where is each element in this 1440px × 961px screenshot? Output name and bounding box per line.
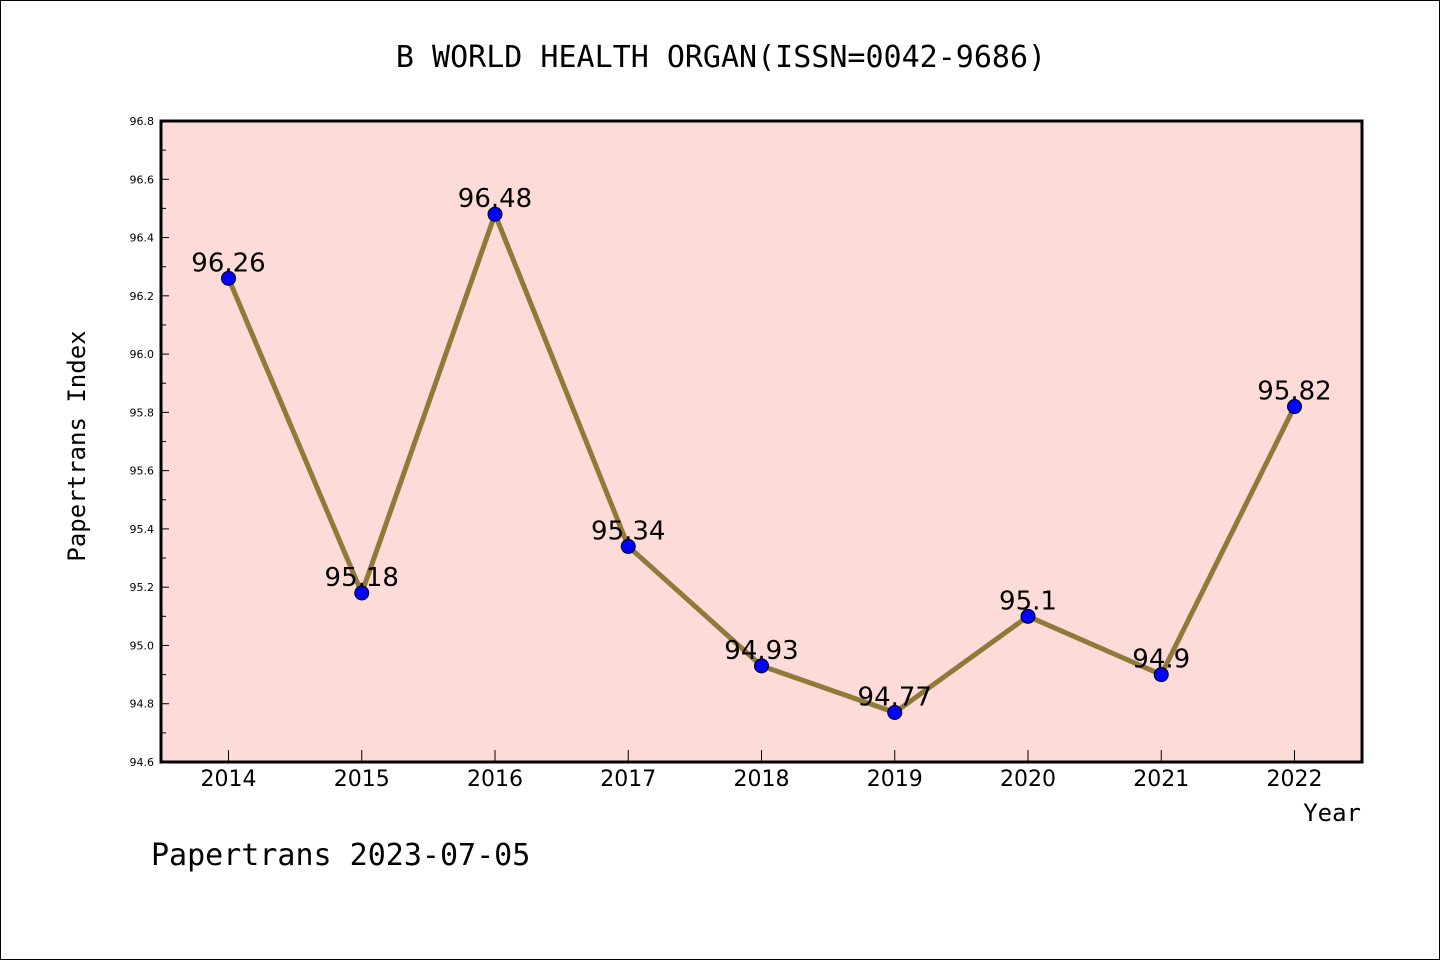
plot-area	[159, 119, 1364, 764]
data-point	[221, 270, 236, 286]
y-tick-label: 95.8	[130, 406, 155, 419]
x-tick-label: 2019	[867, 767, 923, 792]
data-label: 95.34	[591, 516, 665, 546]
y-tick-label: 95.0	[130, 639, 155, 652]
footer-text: Papertrans 2023-07-05	[151, 838, 530, 873]
data-label: 95.1	[999, 586, 1057, 616]
data-label: 96.48	[458, 184, 532, 214]
x-tick-label: 2018	[734, 767, 790, 792]
data-point	[1020, 608, 1036, 624]
x-axis-label: Year	[1303, 799, 1361, 827]
x-axis: 2014 2015 2016 2017 2018 2019 2020 2021 2022	[201, 750, 1323, 792]
y-tick-label: 96.6	[130, 173, 155, 186]
data-label: 95.82	[1257, 377, 1331, 407]
data-point	[354, 585, 370, 601]
y-tick-label: 96.0	[130, 348, 155, 361]
y-axis-label: Papertrans Index	[63, 330, 91, 561]
x-tick-label: 2014	[201, 767, 257, 792]
y-tick-label: 95.2	[130, 581, 155, 594]
data-point	[620, 538, 636, 554]
x-tick-label: 2022	[1267, 767, 1323, 792]
data-point	[887, 704, 903, 720]
y-tick-label: 96.8	[130, 115, 155, 128]
data-label: 94.77	[858, 682, 932, 712]
x-tick-label: 2015	[334, 767, 390, 792]
x-tick-label: 2020	[1000, 767, 1056, 792]
y-tick-label: 95.4	[130, 523, 155, 536]
y-tick-label: 96.4	[130, 232, 155, 245]
data-labels: 96.26 95.18 96.48 95.34 94.93 94.77 95.1 94.9 95…	[191, 184, 1331, 712]
chart-title: B WORLD HEALTH ORGAN(ISSN=0042-9686)	[396, 40, 1046, 75]
data-point	[1153, 667, 1169, 683]
x-tick-label: 2021	[1133, 767, 1189, 792]
data-label: 94.93	[724, 636, 798, 666]
data-point	[754, 658, 769, 674]
y-tick-label: 94.6	[130, 756, 155, 769]
data-label: 96.26	[191, 248, 265, 278]
x-tick-label: 2017	[600, 767, 656, 792]
data-label: 94.9	[1132, 645, 1190, 675]
y-tick-label: 94.8	[130, 698, 155, 711]
data-point	[1287, 399, 1302, 415]
data-label: 95.18	[325, 563, 399, 593]
x-tick-label: 2016	[467, 767, 523, 792]
data-point	[487, 206, 503, 222]
series-markers	[221, 206, 1302, 720]
y-tick-label: 96.2	[130, 290, 155, 303]
y-axis: 94.6 94.8 95.0 95.2 95.4 95.6 95.8 96.0 96.2 96.4…	[130, 115, 169, 769]
y-tick-label: 95.6	[130, 465, 155, 478]
